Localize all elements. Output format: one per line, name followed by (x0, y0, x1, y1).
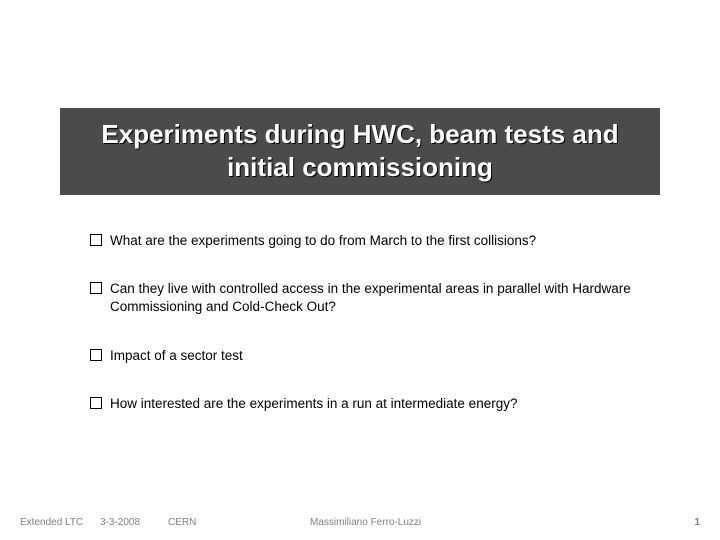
slide: Experiments during HWC, beam tests and i… (0, 0, 720, 540)
list-item: What are the experiments going to do fro… (90, 232, 650, 250)
footer-author: Massimiliano Ferro-Luzzi (310, 517, 421, 528)
footer-date: 3-3-2008 (100, 517, 140, 528)
bullet-list: What are the experiments going to do fro… (90, 232, 650, 443)
footer-page: 1 (694, 517, 700, 528)
title-box: Experiments during HWC, beam tests and i… (60, 108, 660, 195)
footer-left: Extended LTC (20, 517, 83, 528)
list-item: Impact of a sector test (90, 347, 650, 365)
list-item: How interested are the experiments in a … (90, 395, 650, 413)
footer-org: CERN (168, 517, 196, 528)
list-item: Can they live with controlled access in … (90, 280, 650, 316)
slide-title: Experiments during HWC, beam tests and i… (76, 118, 644, 183)
